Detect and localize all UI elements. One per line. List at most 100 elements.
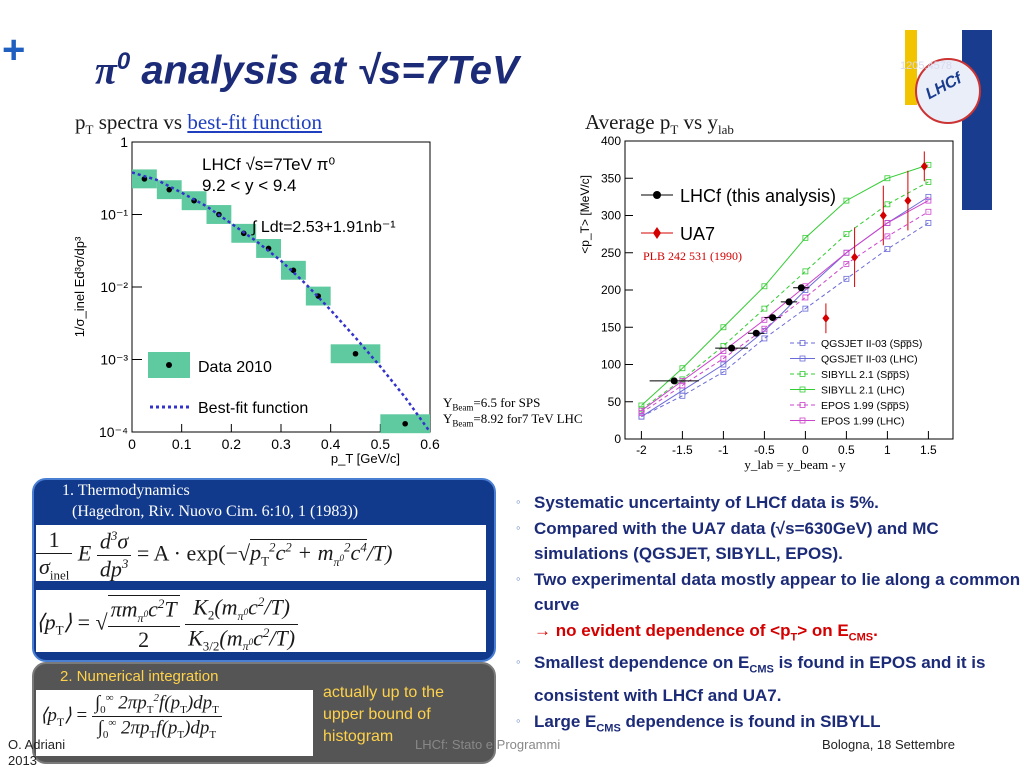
- chart2-xtick-label: 0: [802, 443, 809, 457]
- lhcf-point: [785, 298, 793, 306]
- footer-date: Bologna, 18 Settembre: [822, 737, 955, 752]
- mc-curve: [641, 222, 929, 418]
- ua7-point: [904, 196, 912, 206]
- mc-point: [884, 201, 891, 208]
- mc-point: [761, 325, 768, 332]
- bullet-large-dependence: Large ECMS dependence is found in SIBYLL: [516, 708, 1021, 742]
- ua7-point: [822, 313, 830, 323]
- mc-point: [720, 361, 727, 368]
- chart1-xtick-label: 0.3: [271, 436, 291, 452]
- mc-point: [843, 197, 850, 204]
- lhcf-point: [670, 377, 678, 385]
- mc-point: [884, 220, 891, 226]
- chart1-ytick-label: 10⁻¹: [100, 207, 128, 223]
- pt-spectra-chart: 0 0.1 0.2 0.3 0.4 0.5 0.6 10⁻⁴ 10⁻³ 10⁻² 10⁻¹ 1 1/σ…: [72, 135, 440, 466]
- chart2-xtick-label: -2: [636, 443, 647, 457]
- lhcf-point: [728, 344, 736, 352]
- chart2-ytick-label: 200: [601, 283, 621, 297]
- mc-point: [802, 294, 809, 301]
- mc-point: [925, 179, 932, 185]
- ybeam-lhc: YBeam=8.92 for7 TeV LHC: [443, 411, 583, 429]
- chart2-ytick-label: 250: [601, 246, 621, 260]
- chart2-xlabel: y_lab = y_beam - y: [744, 457, 846, 472]
- ua7-reference: PLB 242 531 (1990): [643, 249, 742, 263]
- logo-blue-bar: [962, 30, 992, 210]
- mc-point: [720, 324, 727, 331]
- chart1-ylabel: 1/σ_inel Ed³σ/dp³: [72, 236, 87, 337]
- bullet-list: Systematic uncertainty of LHCf data is 5…: [516, 489, 1021, 742]
- ybeam-sps: YBeam=6.5 for SPS: [443, 395, 541, 413]
- mc-curve: [641, 181, 929, 410]
- mc-point: [925, 208, 932, 215]
- mc-point: [638, 413, 645, 420]
- lhcf-point: [752, 329, 760, 337]
- mc-legend-marker: [799, 371, 806, 377]
- data-2010-point: [290, 267, 297, 274]
- mc-point: [884, 246, 891, 252]
- chart2-ytick-label: 300: [601, 209, 621, 223]
- footer-author: O. Adriani: [8, 737, 66, 752]
- mc-point: [843, 275, 850, 282]
- mc-point: [802, 305, 809, 312]
- mc-point: [802, 268, 809, 275]
- thermo-title: 1. Thermodynamics: [62, 482, 190, 499]
- mc-point: [761, 305, 768, 312]
- mc-legend-marker: [799, 417, 806, 424]
- chart1-xtick-label: 0.2: [222, 436, 242, 452]
- chart1-ytick-label: 1: [120, 135, 128, 150]
- numint-formula: ⟨pT⟩ = ∫0∞ 2πpT2f(pT)dpT ∫0∞ 2πpTf(pT)dpT: [36, 690, 313, 756]
- chart1-inset-2: 9.2 < y < 9.4: [202, 176, 297, 195]
- chart2-ytick-label: 0: [614, 432, 621, 446]
- chart2-ytick-label: 50: [608, 395, 622, 409]
- footer-year: 2013: [8, 753, 37, 768]
- mc-point: [679, 392, 686, 399]
- thermo-formula-1: 1 σinel E d3σ dp3 = A · exp(−√pT2c2 + mπ02…: [36, 525, 486, 582]
- mc-point: [679, 365, 686, 372]
- mc-legend-label: SIBYLL 2.1 (Sp͞pS): [821, 369, 909, 381]
- thermo-formula-2: ⟨pT⟩ = √ πmπ0c2T 2 K2(mπ0c2/T) K3/2(mπ0c2/T…: [36, 590, 486, 653]
- numint-title: 2. Numerical integration: [60, 668, 219, 685]
- mc-legend-label: QGSJET II-03 (Sp͞pS): [821, 338, 922, 350]
- mc-curve: [641, 164, 929, 406]
- ua7-point: [879, 211, 887, 220]
- logo-yellow-bar: [905, 30, 917, 105]
- mc-point: [925, 197, 932, 204]
- lhcf-point: [769, 314, 777, 322]
- bullet-smallest-dependence: Smallest dependence on ECMS is found in …: [516, 649, 1021, 708]
- mc-point: [802, 234, 809, 241]
- mc-point: [843, 249, 850, 256]
- chart1-ytick-label: 10⁻⁴: [99, 424, 128, 440]
- mc-point: [720, 369, 727, 375]
- mc-legend-label: QGSJET II-03 (LHC): [821, 354, 918, 366]
- mc-point: [761, 335, 768, 342]
- mc-point: [843, 231, 850, 238]
- chart2-xtick-label: 0.5: [838, 443, 855, 457]
- chart1-xtick-label: 0.5: [371, 436, 391, 452]
- legend-ua7-label: UA7: [680, 224, 715, 244]
- chart1-xlabel: p_T [GeV/c]: [331, 451, 400, 466]
- chart1-xtick-label: 0: [128, 436, 136, 452]
- chart1-xtick-label: 0.6: [420, 436, 440, 452]
- chart2-ylabel: <p_T> [MeV/c]: [578, 175, 592, 254]
- bullet-two-experimental: Two experimental data mostly appear to l…: [516, 566, 1021, 651]
- chart2-ytick-label: 150: [601, 320, 621, 334]
- right-panel-heading: Average pT vs ylab: [585, 110, 734, 138]
- mc-legend-marker: [799, 355, 806, 362]
- average-pt-chart: -2 -1.5 -1 -0.5 0 0.5 1 1.5 0 50 100 150 200 250 300 35…: [578, 135, 954, 472]
- plus-bullet: +: [2, 28, 26, 72]
- chart1-xtick-label: 0.1: [172, 436, 192, 452]
- mc-point: [638, 407, 645, 414]
- chart1-inset-1: LHCf √s=7TeV π⁰: [202, 155, 335, 174]
- ua7-point: [851, 252, 859, 262]
- mc-point: [925, 193, 932, 200]
- chart1-ytick-label: 10⁻³: [100, 352, 128, 368]
- chart2-ytick-label: 350: [601, 171, 621, 185]
- mc-point: [761, 283, 768, 290]
- mc-point: [884, 233, 891, 240]
- legend-fit-label: Best-fit function: [198, 400, 308, 417]
- mc-point: [720, 355, 727, 362]
- footer-talk-title: LHCf: Stato e Programmi: [415, 737, 561, 752]
- best-fit-curve: [131, 171, 432, 433]
- mc-point: [679, 382, 686, 389]
- mc-point: [925, 220, 932, 226]
